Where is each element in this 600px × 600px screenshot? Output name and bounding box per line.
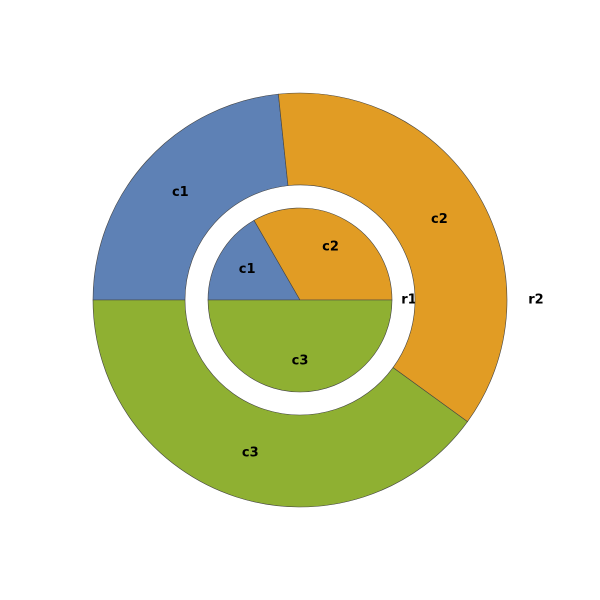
pie-segment (92, 93, 289, 301)
pie-segment (278, 92, 508, 423)
segment-label: c1 (172, 185, 189, 200)
pie-segment (207, 219, 301, 301)
pie-segment (207, 299, 393, 393)
pie-segment (253, 207, 393, 301)
segment-label: c3 (242, 446, 259, 461)
segment-label: c3 (292, 354, 309, 369)
segment-label: c2 (431, 212, 448, 227)
series-label: r1 (401, 293, 416, 308)
segment-label: c1 (239, 262, 256, 277)
segment-label: c2 (322, 240, 339, 255)
pie-segment (92, 299, 468, 508)
series-label: r2 (528, 293, 543, 308)
